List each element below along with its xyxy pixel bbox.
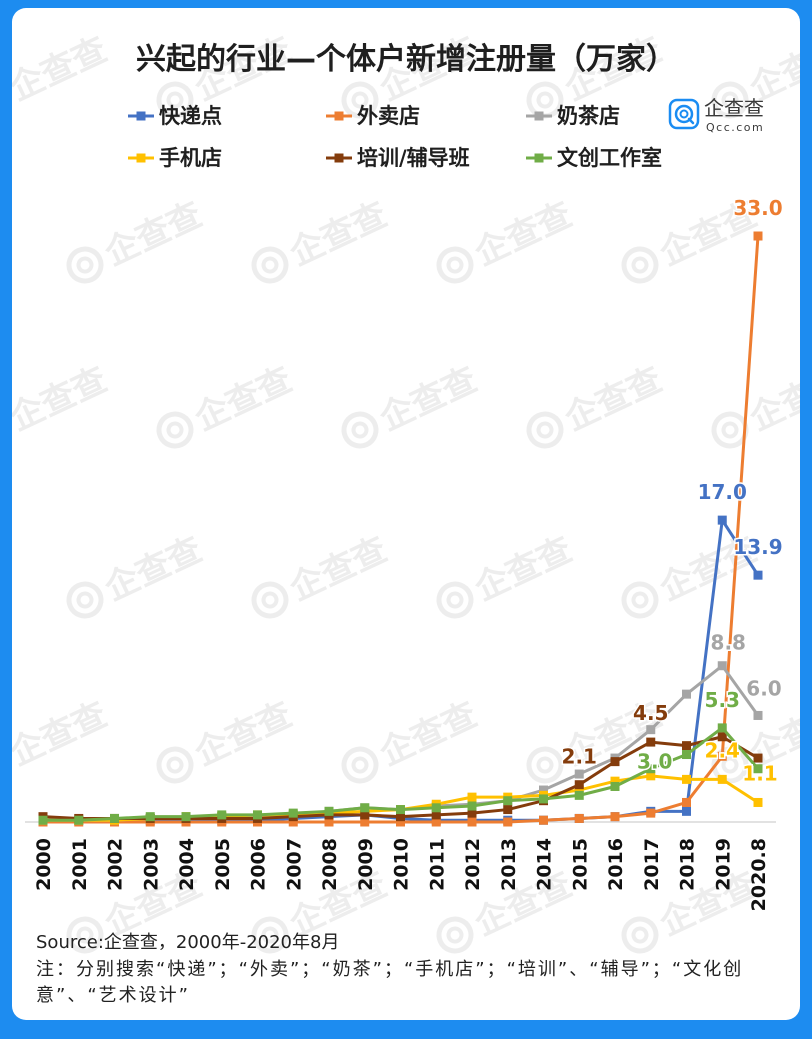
legend-item-tutoring: 培训/辅导班	[326, 144, 470, 172]
watermark-logo-icon	[0, 79, 11, 122]
legend-label-tutoring: 培训/辅导班	[357, 146, 470, 170]
legend-marker-express	[128, 111, 154, 121]
source-text: Source:企查查，2000年-2020年8月	[36, 932, 340, 953]
chart-title: 兴起的行业—个体户新增注册量（万家）	[136, 42, 676, 77]
legend-item-milk-tea: 奶茶店	[526, 102, 620, 130]
legend-marker-phone-shop	[128, 153, 154, 163]
legend-marker-takeout	[326, 111, 352, 121]
watermark: 企查查	[802, 195, 812, 291]
note-text: 注：分别搜索“快递”；“外卖”；“奶茶”；“手机店”；“培训”、“辅导”；“文化…	[36, 959, 744, 1006]
watermark-logo-icon	[0, 409, 11, 452]
logo-domain: Qcc.com	[706, 121, 765, 134]
legend-marker-creative-studio	[526, 153, 552, 163]
legend-item-express: 快递点	[128, 102, 222, 130]
legend-item-creative-studio: 文创工作室	[526, 144, 662, 172]
legend-label-phone-shop: 手机店	[159, 146, 222, 170]
watermark: 企查查	[802, 865, 812, 961]
qcc-logo-icon	[668, 98, 700, 130]
watermark-logo-icon	[0, 744, 11, 787]
watermark-logo-icon	[804, 914, 812, 957]
legend-marker-tutoring	[326, 153, 352, 163]
watermark: 企查查	[802, 530, 812, 626]
legend-label-milk-tea: 奶茶店	[557, 104, 620, 128]
legend-marker-milk-tea	[526, 111, 552, 121]
legend-label-creative-studio: 文创工作室	[557, 146, 662, 170]
legend-item-takeout: 外卖店	[326, 102, 420, 130]
logo-name: 企查查	[704, 96, 764, 120]
watermark-logo-icon	[804, 244, 812, 287]
legend-label-takeout: 外卖店	[357, 104, 420, 128]
legend-label-express: 快递点	[159, 104, 222, 128]
legend-item-phone-shop: 手机店	[128, 144, 222, 172]
watermark-logo-icon	[804, 579, 812, 622]
